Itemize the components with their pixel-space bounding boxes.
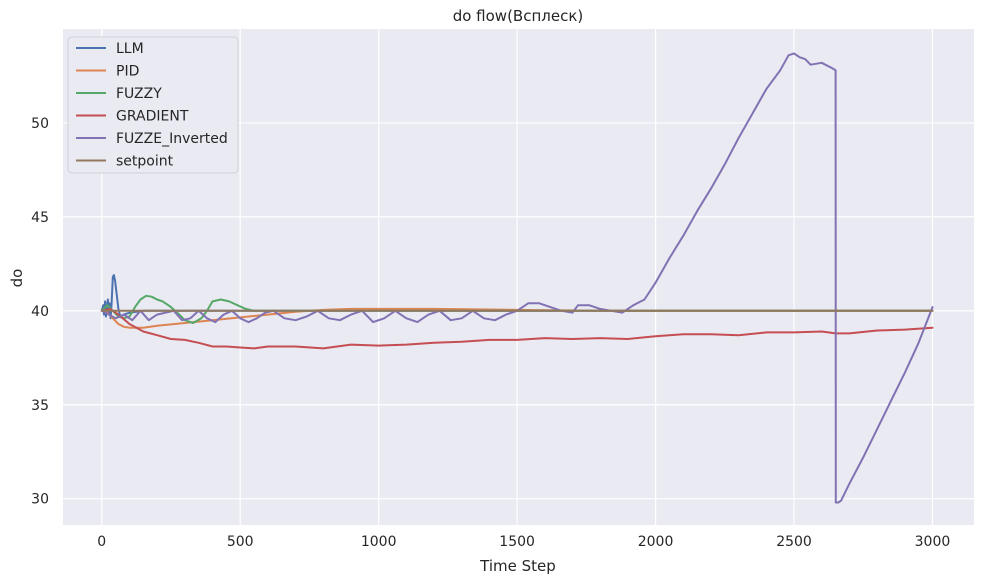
legend-label-fuzze-inverted: FUZZE_Inverted xyxy=(116,131,228,147)
x-axis-title: Time Step xyxy=(479,557,556,575)
tick-labels: 0 500 1000 1500 2000 2500 3000 30 35 40 45 50 xyxy=(31,116,950,550)
y-tick-label: 45 xyxy=(31,210,49,226)
series-line-gradient xyxy=(100,307,934,350)
legend-box xyxy=(67,36,239,174)
legend-label-gradient: GRADIENT xyxy=(116,109,189,125)
y-tick-label: 30 xyxy=(31,492,49,508)
legend-label-pid: PID xyxy=(116,64,139,80)
y-tick-label: 35 xyxy=(31,398,49,414)
x-tick-label: 2000 xyxy=(638,534,674,550)
x-tick-label: 1000 xyxy=(361,534,397,550)
series-line-fuzze-inverted xyxy=(100,52,934,504)
chart-title: do flow(Всплеск) xyxy=(453,7,584,25)
series-lines xyxy=(100,52,934,504)
x-tick-label: 3000 xyxy=(915,534,951,550)
legend-label-fuzzy: FUZZY xyxy=(116,86,162,102)
legend: LLM PID FUZZY GRADIENT FUZZE_Invertedsetpoin… xyxy=(67,36,239,174)
x-tick-label: 500 xyxy=(227,534,254,550)
y-tick-label: 40 xyxy=(31,304,49,320)
x-tick-label: 2500 xyxy=(776,534,812,550)
y-axis-title: do xyxy=(8,269,26,288)
y-tick-label: 50 xyxy=(31,116,49,132)
x-tick-label: 1500 xyxy=(499,534,535,550)
legend-label-llm: LLM xyxy=(116,41,144,57)
legend-label-setpoint: setpoint xyxy=(116,154,174,170)
x-tick-label: 0 xyxy=(97,534,106,550)
